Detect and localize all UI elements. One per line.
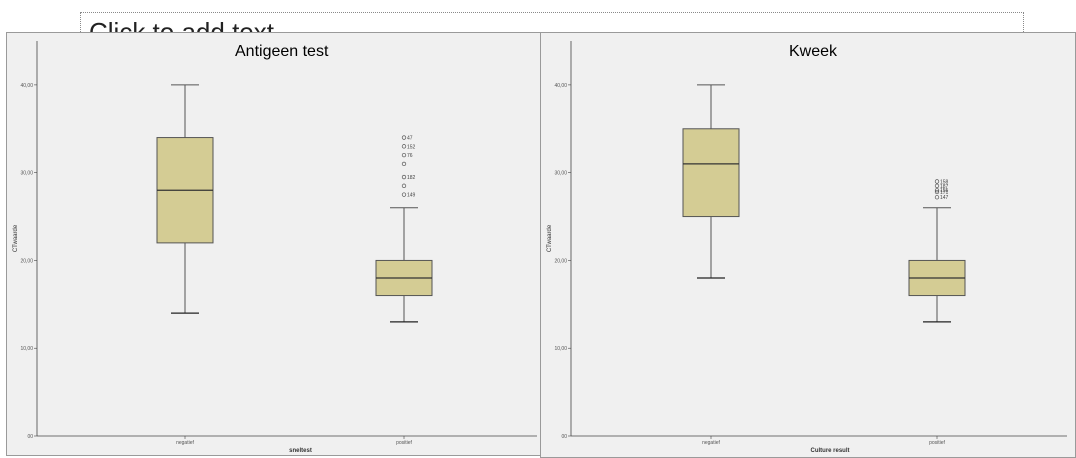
boxplot-kweek: 00 10,00 20,00 30,00 40,00 CTwaarde Culture re…: [547, 41, 1067, 454]
chart-title-kweek: Kweek: [789, 43, 838, 60]
outlier-label: 182: [407, 175, 416, 181]
outlier-point: [401, 174, 407, 180]
outlier-point: [401, 135, 407, 140]
x-tick-label: positief: [396, 440, 412, 446]
y-tick-label: 00: [561, 434, 567, 440]
y-tick-label: 40,00: [554, 83, 567, 89]
outlier-point: [401, 144, 407, 149]
placeholder-text[interactable]: Click to add text: [89, 17, 274, 34]
x-tick-label: negatief: [702, 440, 720, 446]
outlier-point: [934, 183, 940, 188]
text-placeholder[interactable]: Click to add text: [80, 12, 1024, 34]
outlier-point: [401, 183, 407, 188]
outlier-label: 149: [407, 193, 416, 199]
outlier-point: [401, 152, 407, 158]
x-axis-label: sneltest: [289, 448, 312, 454]
x-tick-label: negatief: [176, 440, 194, 446]
y-tick-label: 30,00: [20, 171, 33, 177]
chart-panel-antigeen: 00 10,00 20,00 30,00 40,00 CTwaarde sneltest ne…: [6, 32, 546, 456]
outlier-label: 76: [407, 153, 413, 159]
y-tick-label: 40,00: [20, 83, 33, 89]
y-tick-label: 10,00: [20, 346, 33, 352]
x-axis-label: Culture result: [810, 448, 849, 454]
outlier-label: 187: [940, 184, 949, 190]
y-tick-label: 10,00: [554, 346, 567, 352]
outlier-label: 158: [940, 179, 949, 185]
y-tick-label: 20,00: [20, 258, 33, 264]
y-tick-label: 00: [27, 434, 33, 440]
outlier-point: [934, 195, 940, 200]
chart-panel-kweek: 00 10,00 20,00 30,00 40,00 CTwaarde Culture re…: [540, 32, 1076, 458]
outlier-label: 155: [940, 188, 949, 194]
y-axis-label: CTwaarde: [547, 224, 553, 252]
boxplot-antigeen: 00 10,00 20,00 30,00 40,00 CTwaarde sneltest ne…: [13, 41, 537, 454]
outlier-label: 147: [940, 195, 949, 201]
outlier-point: [401, 161, 407, 167]
outlier-label: 47: [407, 136, 413, 142]
outlier-point: [401, 192, 407, 197]
outlier-point: [934, 189, 940, 195]
outlier-point: [934, 188, 940, 193]
chart-title-antigeen: Antigeen test: [235, 43, 329, 60]
y-axis-label: CTwaarde: [13, 224, 19, 252]
x-tick-label: positief: [929, 440, 945, 446]
y-tick-label: 30,00: [554, 171, 567, 177]
outlier-label: 152: [407, 144, 416, 150]
outlier-point: [934, 179, 940, 184]
y-tick-label: 20,00: [554, 258, 567, 264]
iqr-box: [682, 128, 740, 218]
outlier-label: 171: [940, 190, 949, 196]
